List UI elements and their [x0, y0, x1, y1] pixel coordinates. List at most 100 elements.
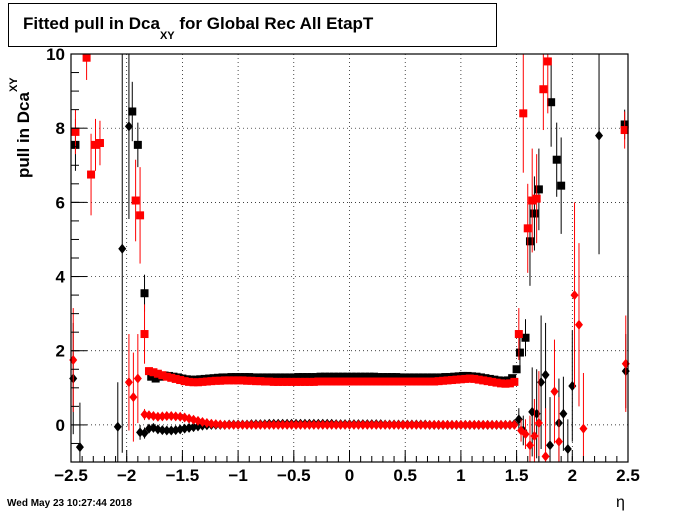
square-marker	[287, 377, 296, 386]
square-marker	[430, 377, 439, 386]
square-marker	[372, 377, 381, 386]
diamond-marker	[381, 419, 390, 430]
x-tick-label: 2.5	[616, 466, 640, 485]
square-marker	[318, 377, 327, 386]
square-marker	[552, 155, 561, 164]
square-marker	[176, 376, 185, 385]
square-marker	[343, 372, 352, 381]
square-marker	[131, 196, 140, 205]
square-marker	[474, 375, 483, 384]
square-marker	[247, 376, 256, 385]
diamond-marker	[309, 419, 318, 430]
diamond-marker	[550, 386, 559, 397]
square-marker	[479, 376, 488, 385]
square-marker	[398, 377, 407, 386]
diamond-marker	[296, 419, 305, 430]
square-marker	[95, 139, 104, 148]
diamond-marker	[403, 419, 412, 430]
diamond-marker	[363, 419, 372, 430]
square-marker	[167, 373, 176, 382]
square-marker	[447, 376, 456, 385]
square-marker	[202, 377, 211, 386]
square-marker	[547, 98, 556, 107]
square-marker	[439, 376, 448, 385]
square-marker	[327, 377, 336, 386]
diamond-marker	[474, 419, 483, 430]
square-marker	[71, 127, 80, 136]
diamond-marker	[439, 419, 448, 430]
square-marker	[434, 377, 443, 386]
square-marker	[425, 377, 434, 386]
square-marker	[419, 373, 428, 382]
square-marker	[530, 209, 539, 218]
diamond-marker	[162, 425, 171, 436]
diamond-marker	[579, 423, 588, 434]
square-marker	[158, 371, 167, 380]
square-marker	[345, 377, 354, 386]
square-marker	[534, 185, 543, 194]
square-marker	[128, 107, 137, 116]
square-marker	[234, 376, 243, 385]
square-marker	[423, 373, 432, 382]
diamond-marker	[318, 419, 327, 430]
diamond-marker	[434, 419, 443, 430]
square-marker	[497, 379, 506, 388]
square-marker	[407, 377, 416, 386]
x-tick-label: −0.5	[277, 466, 311, 485]
square-marker	[314, 377, 323, 386]
diamond-marker	[497, 419, 506, 430]
diamond-marker	[546, 440, 555, 451]
diamond-marker	[492, 419, 501, 430]
square-marker	[243, 376, 252, 385]
grid-lines	[71, 54, 628, 462]
diamond-marker	[559, 408, 568, 419]
square-marker	[229, 376, 238, 385]
square-marker	[193, 378, 202, 387]
diamond-marker	[283, 419, 292, 430]
diamond-marker	[327, 419, 336, 430]
y-tick-label: 4	[56, 268, 66, 287]
diamond-marker	[412, 419, 421, 430]
square-marker	[528, 196, 537, 205]
diamond-marker	[118, 243, 127, 254]
square-marker	[325, 372, 334, 381]
x-tick-label: 1.5	[505, 466, 529, 485]
square-marker	[421, 377, 430, 386]
square-marker	[543, 57, 552, 66]
square-marker	[465, 374, 474, 383]
square-marker	[374, 373, 383, 382]
square-marker	[144, 367, 153, 376]
square-marker	[452, 375, 461, 384]
diamond-marker	[394, 419, 403, 430]
diamond-marker	[510, 419, 519, 430]
diamond-marker	[341, 419, 350, 430]
square-marker	[363, 377, 372, 386]
diamond-marker	[133, 373, 142, 384]
square-marker	[427, 373, 436, 382]
diamond-marker	[269, 419, 278, 430]
square-marker	[394, 377, 403, 386]
square-marker	[329, 372, 338, 381]
square-marker	[256, 377, 265, 386]
y-tick-label: 6	[56, 193, 65, 212]
square-marker	[515, 348, 524, 357]
diamond-marker	[211, 419, 220, 430]
square-marker	[300, 377, 309, 386]
square-marker	[153, 369, 162, 378]
x-tick-label: −1	[228, 466, 247, 485]
diamond-marker	[407, 419, 416, 430]
y-tick-label: 2	[56, 342, 65, 361]
diamond-marker	[554, 436, 563, 447]
chart-title-main: Fitted pull in Dca	[23, 14, 160, 33]
diamond-marker	[541, 369, 550, 380]
square-marker	[263, 373, 272, 382]
diamond-marker	[167, 411, 176, 422]
square-marker	[332, 377, 341, 386]
x-axis-label: η	[616, 494, 625, 511]
square-marker	[396, 373, 405, 382]
y-axis-label-main: pull in Dca	[14, 92, 33, 178]
square-marker	[510, 377, 519, 386]
square-marker	[211, 376, 220, 385]
square-marker	[416, 377, 425, 386]
